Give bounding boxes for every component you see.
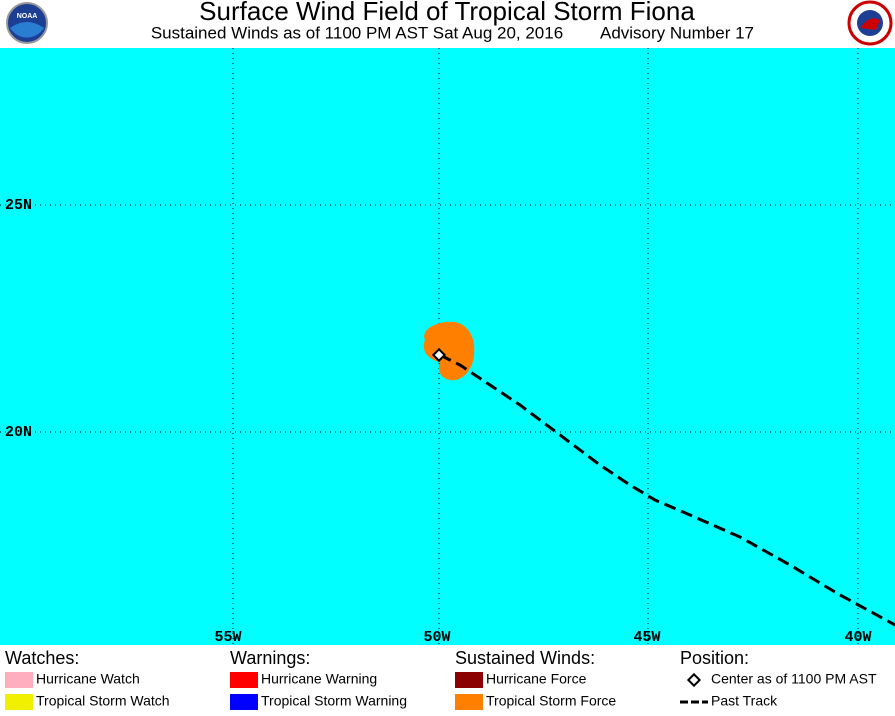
longitude-label: 40W	[844, 629, 871, 646]
legend-label: Past Track	[711, 693, 778, 709]
logo-text: NOAA	[17, 13, 38, 20]
latitude-label: 25N	[5, 197, 32, 214]
longitude-label: 45W	[633, 629, 660, 646]
advisory: Advisory Number 17	[600, 23, 754, 42]
legend: Watches: Hurricane Watch Tropical Storm Wa…	[5, 648, 877, 710]
legend-swatch	[230, 672, 258, 688]
legend-label: Hurricane Warning	[261, 671, 377, 687]
legend-swatch	[5, 672, 33, 688]
past-track	[439, 353, 895, 627]
longitude-label: 50W	[423, 629, 450, 646]
legend-label: Hurricane Force	[486, 671, 587, 687]
legend-heading: Watches:	[5, 648, 79, 668]
subtitle: Sustained Winds as of 1100 PM AST Sat Au…	[151, 23, 563, 42]
legend-label: Hurricane Watch	[36, 671, 140, 687]
legend-diamond	[686, 672, 702, 688]
legend-swatch	[455, 694, 483, 710]
legend-label: Tropical Storm Warning	[261, 693, 407, 709]
graticule	[0, 48, 895, 645]
nws-logo	[847, 0, 893, 46]
legend-swatch	[5, 694, 33, 710]
legend-swatch	[455, 672, 483, 688]
noaa-logo: NOAA	[6, 2, 48, 44]
longitude-label: 55W	[214, 629, 241, 646]
latitude-label: 20N	[5, 424, 32, 441]
legend-label: Tropical Storm Watch	[36, 693, 170, 709]
legend-swatch	[230, 694, 258, 710]
legend-label: Tropical Storm Force	[486, 693, 616, 709]
legend-heading: Warnings:	[230, 648, 310, 668]
legend-label: Center as of 1100 PM AST	[711, 671, 877, 687]
storm-center	[431, 347, 447, 363]
legend-heading: Position:	[680, 648, 749, 668]
legend-heading: Sustained Winds:	[455, 648, 595, 668]
title: Surface Wind Field of Tropical Storm Fio…	[199, 0, 695, 26]
